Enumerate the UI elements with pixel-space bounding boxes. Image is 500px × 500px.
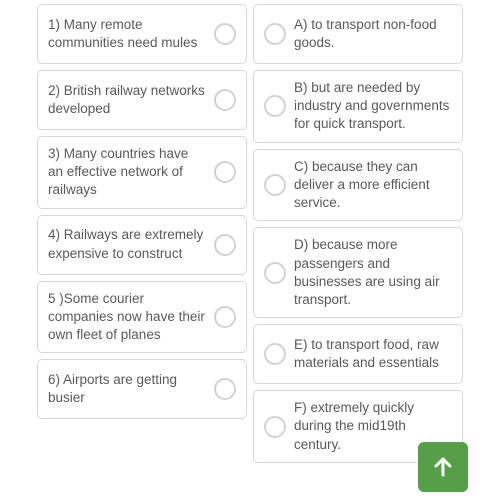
left-option-label: 1) Many remote communities need mules	[48, 16, 214, 52]
left-option-4[interactable]: 4) Railways are extremely expensive to c…	[37, 215, 247, 275]
right-option-label: C) because they can deliver a more effic…	[286, 158, 452, 213]
left-option-label: 4) Railways are extremely expensive to c…	[48, 226, 214, 262]
right-option-label: E) to transport food, raw materials and …	[286, 336, 452, 372]
right-option-e[interactable]: E) to transport food, raw materials and …	[253, 324, 463, 384]
right-column: A) to transport non-food goods. B) but a…	[253, 4, 463, 463]
left-option-5[interactable]: 5 )Some courier companies now have their…	[37, 281, 247, 354]
left-option-1[interactable]: 1) Many remote communities need mules	[37, 4, 247, 64]
arrow-up-icon	[431, 455, 455, 479]
matching-container: 1) Many remote communities need mules 2)…	[0, 0, 500, 467]
radio-icon[interactable]	[214, 378, 236, 400]
left-option-label: 2) British railway networks developed	[48, 82, 214, 118]
scroll-top-button[interactable]	[418, 442, 468, 492]
radio-icon[interactable]	[264, 262, 286, 284]
right-option-label: A) to transport non-food goods.	[286, 16, 452, 52]
right-option-d[interactable]: D) because more passengers and businesse…	[253, 227, 463, 318]
right-option-b[interactable]: B) but are needed by industry and govern…	[253, 70, 463, 143]
right-option-a[interactable]: A) to transport non-food goods.	[253, 4, 463, 64]
right-option-c[interactable]: C) because they can deliver a more effic…	[253, 149, 463, 222]
radio-icon[interactable]	[264, 174, 286, 196]
left-option-label: 3) Many countries have an effective netw…	[48, 145, 214, 200]
radio-icon[interactable]	[214, 161, 236, 183]
left-option-6[interactable]: 6) Airports are getting busier	[37, 359, 247, 419]
radio-icon[interactable]	[264, 343, 286, 365]
radio-icon[interactable]	[214, 89, 236, 111]
radio-icon[interactable]	[214, 306, 236, 328]
left-option-3[interactable]: 3) Many countries have an effective netw…	[37, 136, 247, 209]
right-option-label: B) but are needed by industry and govern…	[286, 79, 452, 134]
left-option-2[interactable]: 2) British railway networks developed	[37, 70, 247, 130]
radio-icon[interactable]	[264, 23, 286, 45]
left-option-label: 6) Airports are getting busier	[48, 371, 214, 407]
radio-icon[interactable]	[264, 416, 286, 438]
radio-icon[interactable]	[214, 23, 236, 45]
radio-icon[interactable]	[264, 95, 286, 117]
radio-icon[interactable]	[214, 234, 236, 256]
left-column: 1) Many remote communities need mules 2)…	[37, 4, 247, 463]
right-option-label: D) because more passengers and businesse…	[286, 236, 452, 309]
left-option-label: 5 )Some courier companies now have their…	[48, 290, 214, 345]
